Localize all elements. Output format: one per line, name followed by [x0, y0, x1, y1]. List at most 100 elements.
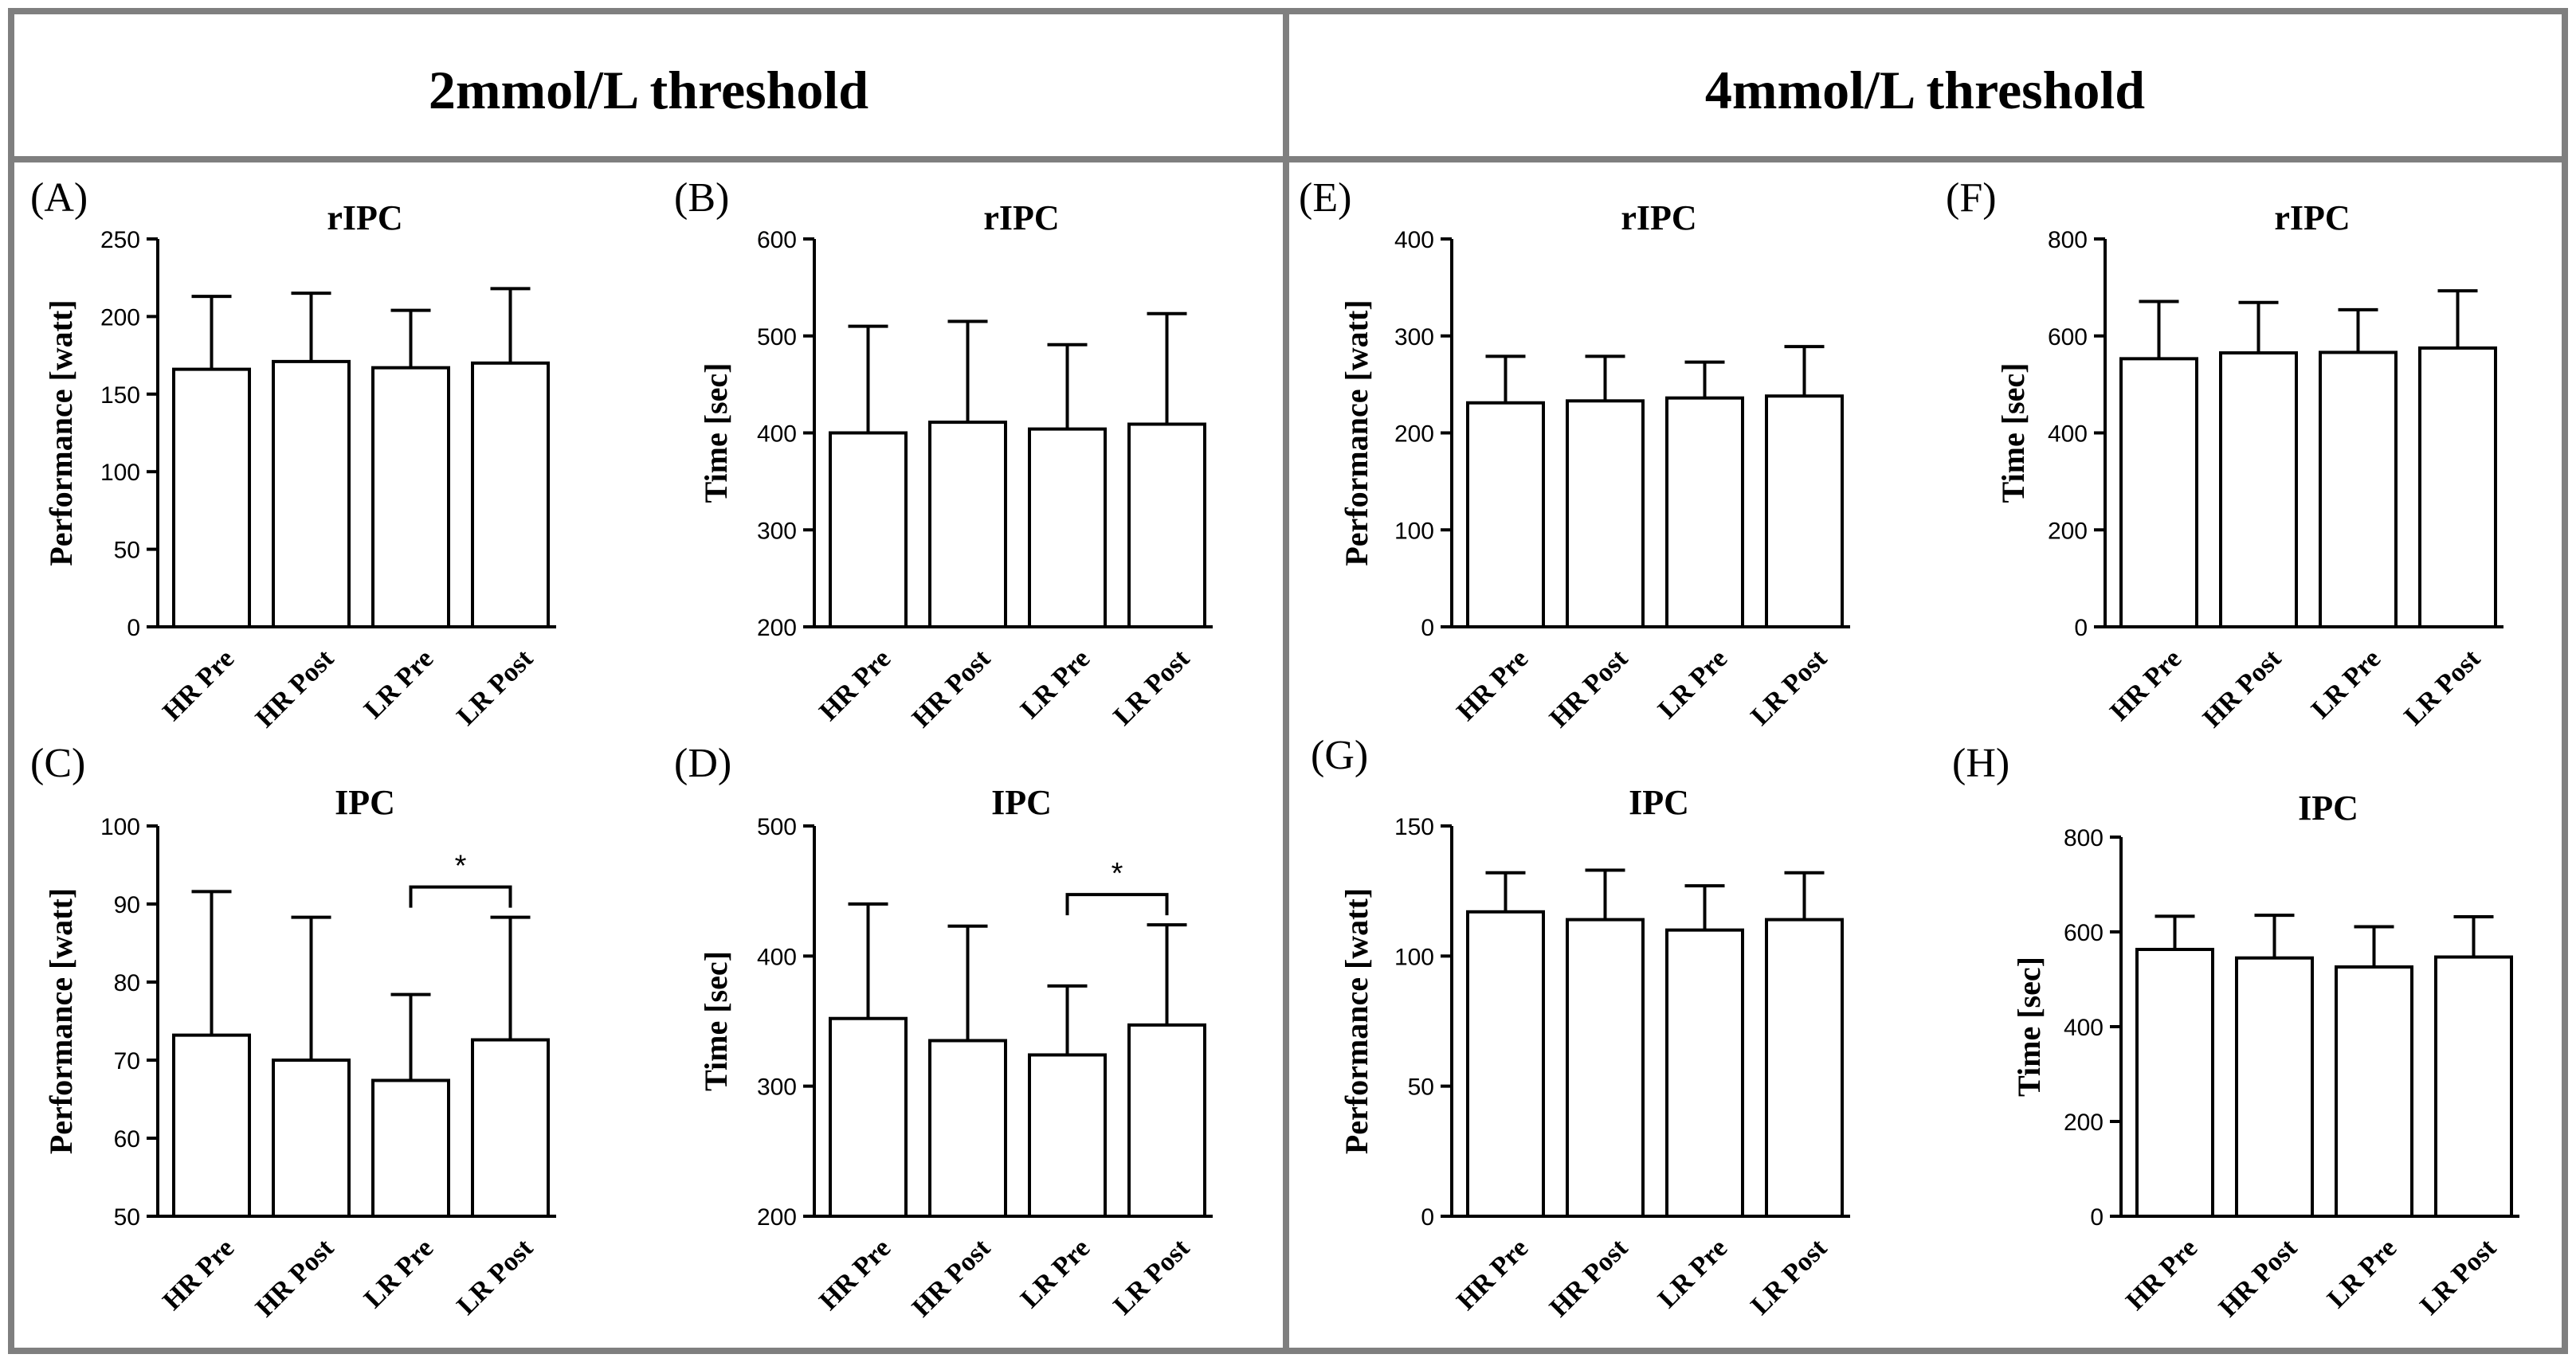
- x-tick-label: LR Pre: [1015, 1233, 1096, 1313]
- bar: [471, 1038, 550, 1219]
- x-tick-label: LR Pre: [1015, 644, 1096, 724]
- bar: [371, 1078, 450, 1218]
- y-tick-label: 0: [1421, 615, 1434, 641]
- panel-title: rIPC: [983, 198, 1059, 237]
- y-axis-label: Performance [watt]: [43, 888, 79, 1154]
- panel-title: rIPC: [2274, 198, 2350, 237]
- bar: [2434, 955, 2513, 1219]
- y-tick-label: 300: [757, 1074, 797, 1101]
- x-tick-label: LR Pre: [2322, 1233, 2402, 1313]
- y-tick-label: 800: [2048, 227, 2088, 253]
- x-tick-label: HR Post: [1544, 644, 1634, 734]
- y-tick-label: 0: [127, 615, 140, 641]
- panel-h: (H) IPC 0 200 400 600 800 Time [sec] HR Pre HR Po…: [1952, 741, 2519, 1323]
- y-tick-label: 200: [757, 1204, 797, 1231]
- significance-bracket: [409, 885, 512, 908]
- bar: [2418, 346, 2497, 628]
- panel-c: (C) IPC 50 60 70 80 90 100 Performance [watt] HR …: [30, 741, 556, 1323]
- header-right: 4mmol/L threshold: [1705, 60, 2145, 120]
- panel-letter: (A): [30, 175, 88, 221]
- x-tick-label: LR Post: [1108, 644, 1196, 731]
- bar: [371, 366, 450, 628]
- bar: [2235, 956, 2314, 1218]
- bar: [2135, 948, 2214, 1218]
- bar: [172, 1033, 251, 1219]
- bar: [2335, 965, 2413, 1219]
- y-tick-label: 100: [1394, 944, 1434, 970]
- bar: [1466, 401, 1545, 628]
- y-axis-label: Time [sec]: [2011, 957, 2047, 1097]
- y-tick-label: 100: [100, 460, 140, 486]
- panel-e: (E) rIPC 0 100 200 300 400 Performance [watt] HR…: [1299, 175, 1850, 734]
- x-tick-label: HR Pre: [814, 1233, 896, 1316]
- significance-bracket: [1065, 893, 1169, 916]
- y-tick-label: 600: [2048, 324, 2088, 350]
- y-axis-label: Time [sec]: [698, 951, 734, 1091]
- y-tick-label: 150: [100, 382, 140, 409]
- x-tick-label: HR Pre: [157, 1233, 240, 1316]
- bar: [1028, 427, 1107, 628]
- panel-title: IPC: [335, 783, 395, 822]
- panel-letter: (D): [674, 741, 731, 786]
- y-tick-label: 400: [2064, 1015, 2104, 1041]
- y-tick-label: 100: [1394, 518, 1434, 544]
- y-tick-label: 200: [1394, 421, 1434, 448]
- significance-star: *: [1112, 857, 1123, 890]
- y-tick-label: 250: [100, 227, 140, 253]
- y-axis-label: Performance [watt]: [1339, 299, 1374, 566]
- y-tick-label: 400: [757, 421, 797, 448]
- x-tick-label: HR Pre: [1451, 644, 1534, 726]
- bar: [272, 1059, 351, 1218]
- y-tick-label: 150: [1394, 814, 1434, 840]
- panel-letter: (E): [1299, 175, 1351, 221]
- x-tick-label: HR Post: [250, 644, 340, 734]
- x-tick-label: HR Pre: [2104, 644, 2187, 726]
- bar: [2219, 351, 2298, 628]
- x-tick-label: HR Post: [907, 644, 997, 734]
- bar: [1665, 928, 1744, 1218]
- y-tick-label: 200: [100, 304, 140, 331]
- x-tick-label: LR Pre: [359, 1233, 439, 1313]
- x-tick-label: HR Post: [2198, 644, 2288, 734]
- panel-a: (A) rIPC 0 50 100 150 200 250 Performance [watt]…: [30, 175, 556, 734]
- x-tick-label: LR Post: [2415, 1233, 2503, 1321]
- panel-title: IPC: [1629, 783, 1689, 822]
- panel-letter: (F): [1946, 175, 1997, 221]
- bar: [1028, 1053, 1107, 1219]
- panel-title: IPC: [991, 783, 1052, 822]
- y-tick-label: 200: [2064, 1110, 2104, 1136]
- y-tick-label: 300: [1394, 324, 1434, 350]
- x-tick-label: HR Post: [2213, 1233, 2304, 1323]
- header-left: 2mmol/L threshold: [429, 60, 868, 120]
- y-tick-label: 300: [757, 518, 797, 544]
- panel-f: (F) rIPC 0 200 400 600 800 Time [sec] HR Pre HR P…: [1946, 175, 2503, 734]
- x-tick-label: HR Pre: [1451, 1233, 1534, 1316]
- bar: [1127, 1023, 1206, 1219]
- bar: [829, 1016, 908, 1218]
- y-tick-label: 400: [757, 944, 797, 970]
- y-tick-label: 200: [2048, 518, 2088, 544]
- panel-letter: (H): [1952, 741, 2009, 786]
- bar: [172, 367, 251, 628]
- bar: [471, 361, 550, 628]
- y-tick-label: 90: [114, 892, 140, 918]
- x-tick-label: LR Pre: [359, 644, 439, 724]
- y-tick-label: 50: [1408, 1074, 1434, 1101]
- panel-letter: (C): [30, 741, 85, 786]
- y-tick-label: 600: [757, 227, 797, 253]
- bar: [1765, 918, 1844, 1218]
- y-tick-label: 80: [114, 970, 140, 996]
- panel-title: IPC: [2298, 789, 2358, 828]
- panel-title: rIPC: [1621, 198, 1696, 237]
- panel-d: (D) IPC 200 300 400 500 Time [sec] HR Pre HR Pos…: [674, 741, 1213, 1323]
- x-tick-label: LR Post: [452, 644, 539, 731]
- x-tick-label: HR Pre: [2120, 1233, 2203, 1316]
- x-tick-label: HR Post: [250, 1233, 340, 1323]
- y-tick-label: 50: [114, 538, 140, 564]
- panel-letter: (B): [674, 175, 729, 221]
- y-tick-label: 100: [100, 814, 140, 840]
- y-axis-label: Time [sec]: [1995, 363, 2031, 503]
- y-tick-label: 400: [1394, 227, 1434, 253]
